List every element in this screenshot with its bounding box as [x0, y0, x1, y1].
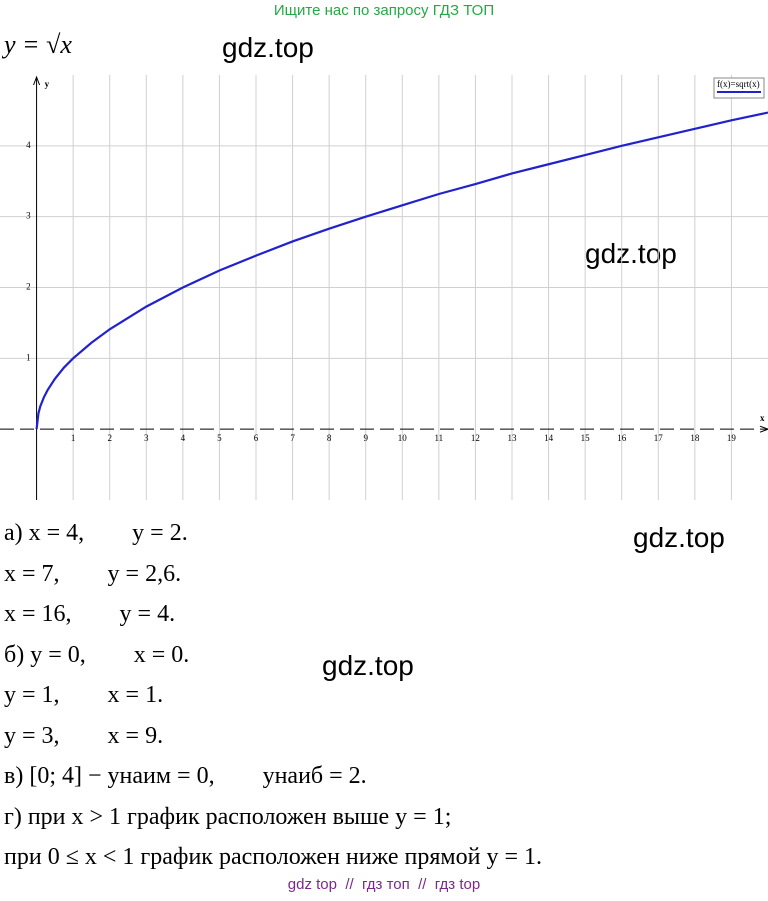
x-tick-label: 10 — [398, 433, 408, 443]
legend-label: f(x)=sqrt(x) — [717, 79, 760, 89]
y-tick-label: 1 — [26, 352, 31, 362]
answer-line: г) при x > 1 график расположен выше y = … — [4, 803, 452, 830]
x-tick-label: 13 — [508, 433, 518, 443]
x-tick-label: 9 — [363, 433, 368, 443]
x-tick-label: 12 — [471, 433, 480, 443]
x-tick-label: 7 — [290, 433, 295, 443]
answer-line: б) y = 0, x = 0. — [4, 641, 190, 668]
x-tick-label: 2 — [107, 433, 112, 443]
answer-line: y = 3, x = 9. — [4, 722, 164, 749]
x-tick-label: 4 — [181, 433, 186, 443]
watermark: gdz.top — [633, 522, 725, 553]
x-tick-label: 17 — [654, 433, 664, 443]
x-tick-label: 15 — [581, 433, 591, 443]
watermark: gdz.top — [222, 32, 314, 63]
answer-line: а) x = 4, y = 2. — [4, 520, 188, 546]
watermark: gdz.top — [322, 650, 414, 681]
answer-line: y = 1, x = 1. — [4, 682, 164, 708]
axis-arrow — [33, 75, 41, 86]
x-axis-label: x — [760, 413, 765, 423]
formula: y = √x — [4, 30, 72, 59]
x-tick-label: 16 — [617, 433, 627, 443]
x-tick-label: 8 — [327, 433, 332, 443]
x-tick-label: 1 — [71, 433, 76, 443]
x-tick-label: 14 — [544, 433, 554, 443]
curve — [35, 111, 768, 430]
y-tick-label: 4 — [26, 140, 31, 150]
answer-line: x = 7, y = 2,6. — [4, 560, 182, 587]
watermark: gdz.top — [585, 238, 677, 269]
y-tick-label: 2 — [26, 282, 31, 292]
answer-line: x = 16, y = 4. — [4, 601, 176, 627]
answer-line: в) [0; 4] − yнаим = 0, yнаиб = 2. — [4, 763, 367, 789]
x-tick-label: 5 — [217, 433, 222, 443]
answer-line: при 0 ≤ x < 1 график расположен ниже пря… — [4, 844, 542, 870]
footer: gdz top // гдз топ // гдз top — [287, 876, 481, 893]
y-axis-label: y — [45, 79, 50, 89]
header: Ищите нас по запросу ГДЗ ТОП — [273, 2, 495, 19]
x-tick-label: 11 — [435, 433, 444, 443]
x-tick-label: 18 — [690, 433, 700, 443]
y-tick-label: 3 — [26, 211, 31, 221]
x-tick-label: 3 — [144, 433, 149, 443]
axis-arrow — [759, 425, 768, 433]
x-tick-label: 6 — [254, 433, 259, 443]
x-tick-label: 19 — [727, 433, 737, 443]
